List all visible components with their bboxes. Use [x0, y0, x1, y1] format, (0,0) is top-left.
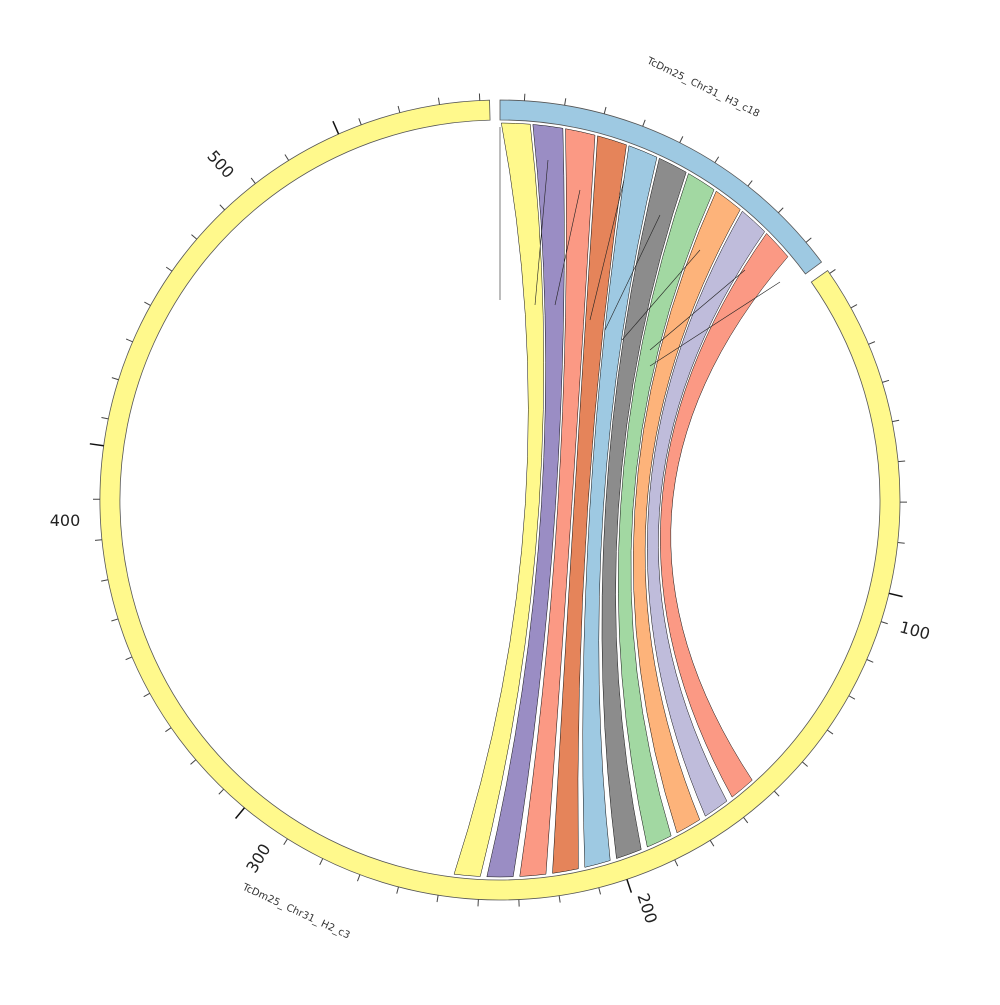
minor-tick	[101, 417, 108, 418]
minor-tick	[437, 895, 438, 902]
minor-tick	[397, 887, 399, 894]
major-tick	[333, 121, 339, 134]
minor-tick	[220, 205, 225, 210]
minor-tick	[827, 730, 833, 734]
minor-tick	[144, 693, 150, 696]
minor-tick	[868, 342, 874, 345]
minor-tick	[438, 98, 439, 105]
minor-tick	[830, 269, 836, 273]
minor-tick	[867, 660, 873, 663]
major-tick	[90, 444, 104, 446]
link-ribbon-1	[454, 123, 544, 876]
tick-label-300: 300	[242, 840, 274, 876]
minor-tick	[191, 235, 196, 240]
minor-tick	[604, 107, 606, 114]
minor-tick	[849, 696, 855, 699]
minor-tick	[144, 302, 150, 305]
minor-tick	[898, 461, 905, 462]
minor-tick	[680, 136, 683, 142]
major-tick	[627, 879, 631, 892]
minor-tick	[398, 106, 400, 113]
minor-tick	[285, 154, 289, 160]
tick-label-400: 400	[50, 511, 81, 530]
tick-label-100: 100	[898, 617, 932, 643]
minor-tick	[359, 118, 361, 125]
minor-tick	[882, 380, 889, 382]
major-tick	[889, 593, 903, 596]
major-tick	[236, 808, 245, 819]
minor-tick	[802, 762, 807, 767]
minor-tick	[675, 860, 678, 866]
minor-tick	[744, 817, 748, 823]
minor-tick	[892, 420, 899, 421]
minor-tick	[284, 839, 288, 845]
minor-tick	[748, 181, 752, 186]
minor-tick	[710, 840, 714, 846]
links-layer	[454, 123, 788, 877]
minor-tick	[126, 657, 132, 660]
minor-tick	[565, 98, 566, 105]
minor-tick	[111, 619, 118, 621]
minor-tick	[191, 760, 196, 765]
minor-tick	[898, 543, 905, 544]
minor-tick	[643, 120, 645, 127]
segment-label-h3: TcDm25_ Chr31_ H3_c18	[644, 55, 761, 120]
minor-tick	[101, 580, 108, 581]
minor-tick	[778, 208, 783, 213]
minor-tick	[559, 896, 560, 903]
minor-tick	[112, 378, 119, 380]
minor-tick	[320, 859, 323, 865]
minor-tick	[851, 305, 857, 308]
minor-tick	[881, 622, 888, 624]
minor-tick	[806, 238, 811, 243]
minor-tick	[166, 267, 172, 271]
segment-label-h2: TcDm25_ Chr31_ H2_c3	[240, 882, 352, 942]
minor-tick	[357, 875, 359, 882]
minor-tick	[95, 540, 102, 541]
minor-tick	[126, 339, 132, 342]
minor-tick	[715, 157, 719, 163]
minor-tick	[774, 791, 779, 796]
minor-tick	[599, 888, 601, 895]
minor-tick	[251, 178, 255, 184]
minor-tick	[219, 789, 224, 794]
tick-label-200: 200	[633, 891, 661, 926]
minor-tick	[165, 728, 171, 732]
tick-label-500: 500	[203, 147, 238, 182]
